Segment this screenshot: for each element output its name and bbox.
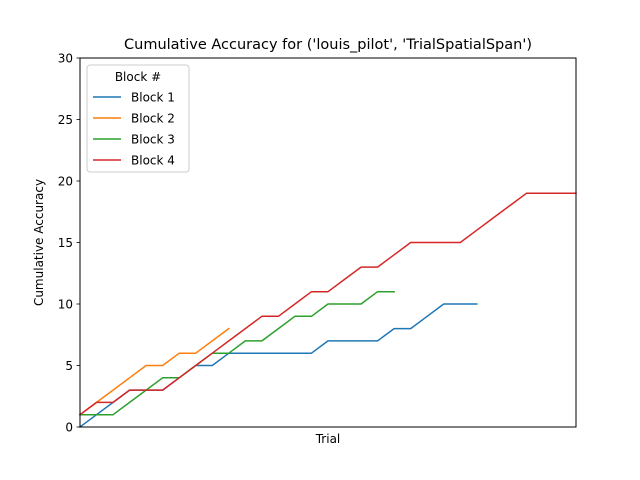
y-axis: 0 5 10 15 20 25 30 bbox=[58, 51, 80, 434]
x-axis-label: Trial bbox=[315, 432, 341, 446]
y-tick-label: 20 bbox=[58, 174, 73, 188]
y-tick-label: 15 bbox=[58, 236, 73, 250]
legend: Block # Block 1 Block 2 Block 3 Block 4 bbox=[86, 64, 190, 173]
legend-items: Block 1 Block 2 Block 3 Block 4 bbox=[93, 90, 175, 167]
chart-title: Cumulative Accuracy for ('louis_pilot', … bbox=[124, 37, 532, 53]
plot-area bbox=[78, 57, 577, 429]
y-tick-label: 5 bbox=[65, 359, 73, 373]
series-line-block-3 bbox=[79, 290, 395, 416]
y-tick-label: 25 bbox=[58, 113, 73, 127]
series-line-block-4 bbox=[78, 192, 577, 416]
legend-title: Block # bbox=[115, 70, 161, 84]
legend-box bbox=[86, 64, 190, 173]
legend-label-block-4: Block 4 bbox=[131, 153, 175, 167]
y-axis-label: Cumulative Accuracy bbox=[32, 179, 46, 306]
legend-label-block-3: Block 3 bbox=[131, 132, 175, 146]
series-line-block-2 bbox=[78, 327, 230, 416]
y-tick-label: 0 bbox=[65, 420, 73, 434]
legend-label-block-2: Block 2 bbox=[131, 111, 175, 125]
y-tick-label: 10 bbox=[58, 297, 73, 311]
y-tick-label: 30 bbox=[58, 51, 73, 65]
series-layer bbox=[78, 192, 577, 429]
legend-label-block-1: Block 1 bbox=[131, 90, 175, 104]
